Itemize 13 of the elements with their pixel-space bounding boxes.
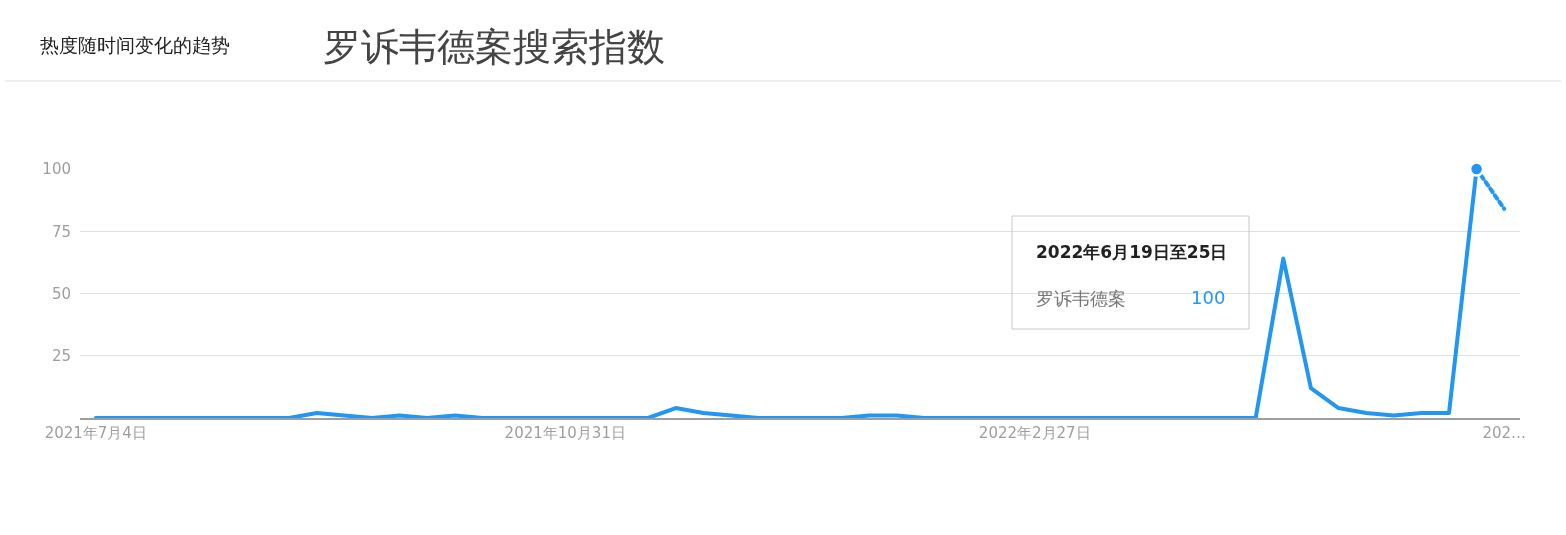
x-tick-label: 2021年10月31日 (504, 423, 626, 442)
x-tick-label: 2021年7月4日 (44, 423, 147, 442)
annotation: 2022年6月19日至25日 (1036, 242, 1228, 262)
y-tick-label: 25 (51, 347, 71, 365)
annotation: 100 (1191, 287, 1226, 308)
chart-subtitle: 热度随时间变化的趋势 (40, 34, 230, 56)
text: 罗诉韦德案 (1036, 288, 1126, 309)
y-tick-label: 100 (42, 160, 71, 179)
x-tick-label: 2022年2月27日 (978, 423, 1091, 442)
y-tick-label: 75 (51, 222, 71, 241)
x-tick-label: 202… (1482, 423, 1527, 442)
y-tick-label: 50 (51, 284, 71, 303)
chart-title: 罗诉韦德案搜索指数 (323, 25, 665, 70)
